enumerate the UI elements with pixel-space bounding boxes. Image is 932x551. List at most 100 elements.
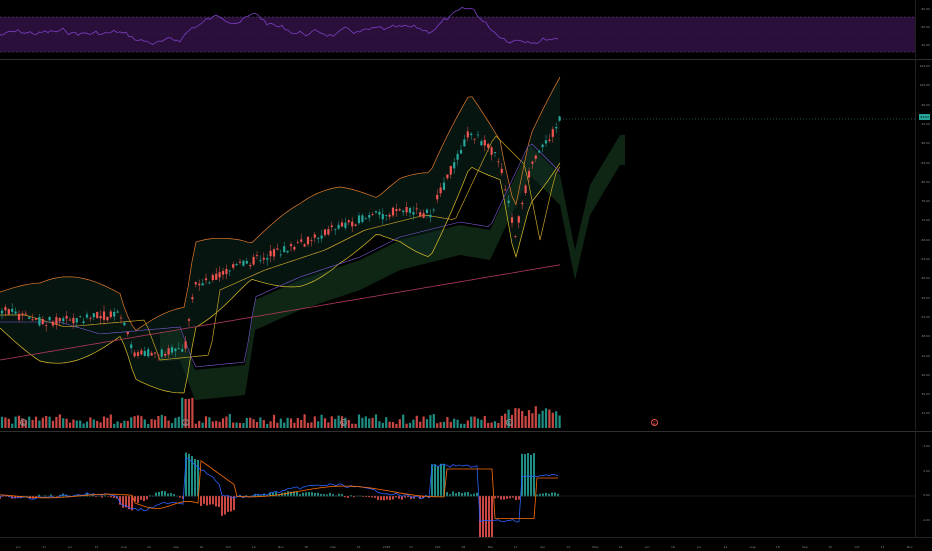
time-label: Nov bbox=[906, 545, 913, 549]
candle-body bbox=[408, 208, 412, 213]
macd-histogram-bar bbox=[212, 496, 214, 505]
candle-body bbox=[459, 149, 463, 154]
macd-histogram-bar bbox=[458, 491, 460, 497]
candle-body bbox=[51, 321, 55, 326]
candle-body bbox=[449, 166, 452, 175]
earnings-marker[interactable]: E bbox=[340, 419, 347, 426]
macd-histogram-bar bbox=[158, 491, 160, 497]
pane-separator[interactable] bbox=[0, 59, 932, 60]
candle-body bbox=[555, 126, 558, 129]
volume-bar bbox=[453, 418, 456, 428]
candle-body bbox=[252, 256, 255, 265]
candle-body bbox=[405, 206, 408, 213]
time-label: 13 bbox=[409, 545, 413, 549]
candle-body bbox=[510, 217, 514, 223]
volume-bar bbox=[517, 408, 520, 428]
volume-bar bbox=[130, 417, 133, 428]
macd-pane[interactable]: 4.00 2.00 0.00 -2.00 bbox=[0, 432, 932, 537]
candle-body bbox=[164, 353, 167, 356]
macd-histogram-bar bbox=[536, 494, 538, 497]
candle-body bbox=[153, 352, 157, 354]
macd-histogram-bar bbox=[278, 494, 280, 497]
price-tick: 88.00 bbox=[921, 141, 930, 146]
volume-bar bbox=[45, 415, 48, 428]
macd-histogram-bar bbox=[554, 492, 556, 497]
volume-bar bbox=[17, 415, 21, 428]
time-label: 16 bbox=[671, 545, 675, 549]
volume-bar bbox=[500, 415, 503, 428]
rsi-price-axis[interactable]: 80.00 60.00 40.00 bbox=[915, 0, 932, 58]
candle-body bbox=[514, 235, 517, 237]
price-axis[interactable]: 104.00 100.00 96.00 92.00 88.00 84.00 80.00 76.… bbox=[915, 60, 932, 430]
candle-body bbox=[249, 265, 252, 267]
price-tick: 84.00 bbox=[921, 160, 930, 165]
macd-histogram-bar bbox=[5, 496, 7, 497]
price-tick: 76.00 bbox=[921, 199, 930, 204]
macd-histogram-bar bbox=[485, 496, 487, 537]
macd-histogram-bar bbox=[14, 496, 16, 499]
macd-histogram-bar bbox=[290, 491, 292, 497]
macd-histogram-bar bbox=[308, 492, 310, 497]
macd-histogram-bar bbox=[203, 496, 205, 504]
time-axis[interactable]: Jun 17 Jul 15 Aug 19 Sep 16 Oct 14 Nov 18 Dec 16 2025 1… bbox=[0, 537, 932, 551]
volume-bar bbox=[385, 417, 388, 428]
volume-bar bbox=[89, 417, 92, 428]
time-label: Dec bbox=[330, 545, 337, 549]
time-label: Oct bbox=[225, 545, 231, 549]
earnings-marker[interactable]: E bbox=[506, 419, 513, 426]
volume-bar bbox=[487, 422, 490, 428]
macd-histogram-bar bbox=[224, 496, 226, 515]
candle-body bbox=[419, 212, 422, 217]
volume-bar bbox=[187, 398, 191, 428]
time-label: Sep bbox=[802, 545, 808, 549]
macd-histogram-bar bbox=[146, 496, 148, 500]
candle-body bbox=[82, 321, 85, 323]
macd-histogram-bar bbox=[491, 496, 493, 537]
candle-body bbox=[174, 348, 177, 352]
volume-bar bbox=[11, 423, 14, 428]
volume-bar bbox=[405, 423, 408, 428]
volume-bar bbox=[354, 423, 357, 428]
earnings-marker[interactable]: E bbox=[182, 419, 189, 426]
macd-histogram-bar bbox=[371, 496, 373, 498]
price-pane[interactable]: 104.00 100.00 96.00 92.00 88.00 84.00 80.00 76.… bbox=[0, 60, 932, 430]
candle-body bbox=[310, 240, 313, 241]
time-label: Sep bbox=[173, 545, 179, 549]
last-price-label: 93.97 bbox=[919, 114, 930, 120]
candle-body bbox=[412, 212, 415, 215]
volume-bar bbox=[320, 414, 323, 428]
macd-histogram-bar bbox=[503, 496, 505, 500]
volume-bar bbox=[191, 397, 194, 428]
volume-bar bbox=[408, 422, 412, 428]
time-label: Aug bbox=[749, 545, 756, 549]
volume-bar bbox=[79, 420, 82, 428]
volume-bar bbox=[419, 421, 422, 428]
candle-body bbox=[436, 194, 439, 200]
candle-body bbox=[41, 319, 44, 325]
volume-bar bbox=[480, 419, 483, 428]
volume-bar bbox=[544, 408, 548, 428]
macd-axis[interactable]: 4.00 2.00 0.00 -2.00 bbox=[915, 432, 932, 537]
candle-body bbox=[323, 229, 327, 236]
volume-bar bbox=[449, 421, 452, 428]
volume-bar bbox=[415, 415, 418, 428]
earnings-marker-upcoming[interactable]: E bbox=[651, 419, 658, 426]
macd-tick: 4.00 bbox=[923, 444, 930, 448]
pane-separator[interactable] bbox=[0, 431, 932, 432]
volume-bar bbox=[28, 416, 31, 428]
time-label: Jul bbox=[68, 545, 73, 549]
volume-bar bbox=[198, 420, 201, 428]
macd-histogram-bar bbox=[509, 496, 511, 499]
candle-body bbox=[439, 187, 442, 194]
price-tick: 40.00 bbox=[921, 372, 930, 377]
macd-histogram-bar bbox=[401, 496, 403, 500]
time-label: Jun bbox=[16, 545, 21, 549]
time-label: 16 bbox=[199, 545, 204, 549]
macd-histogram-bar bbox=[497, 496, 499, 498]
candle-body bbox=[204, 278, 208, 281]
candle-body bbox=[538, 150, 541, 153]
earnings-marker[interactable]: E bbox=[20, 419, 27, 426]
volume-bar bbox=[507, 409, 510, 428]
macd-histogram-bar bbox=[476, 492, 478, 497]
rsi-pane[interactable]: 80.00 60.00 40.00 bbox=[0, 0, 932, 58]
